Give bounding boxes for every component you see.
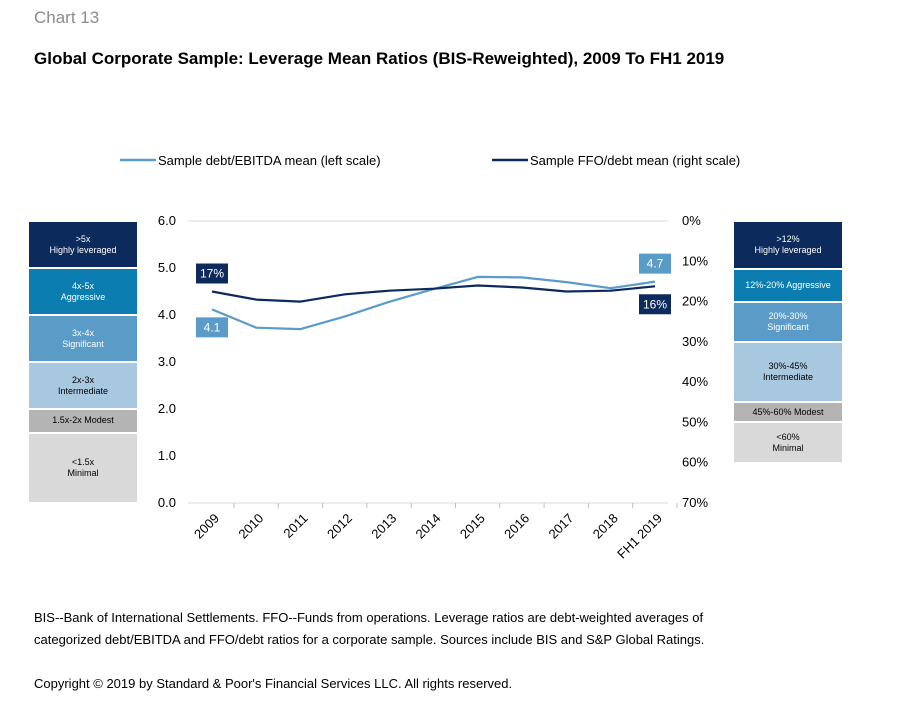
left-band-label: 3x-4x bbox=[71, 327, 94, 338]
left-band-label: Aggressive bbox=[60, 291, 106, 302]
x-axis-tick-label: FH1 2019 bbox=[614, 511, 665, 562]
x-axis-tick-label: 2014 bbox=[413, 511, 444, 542]
left-band: 2x-3x Intermediate bbox=[29, 363, 137, 408]
copyright: Copyright © 2019 by Standard & Poor's Fi… bbox=[34, 676, 513, 691]
data-label-box bbox=[639, 294, 671, 315]
data-label: 4.1 bbox=[204, 320, 221, 334]
x-axis-tick-label: 2009 bbox=[191, 511, 222, 542]
right-band: <60% Minimal bbox=[734, 423, 842, 462]
line-chart: 0.0 1.0 2.0 3.0 4.0 5.0 6.0 0% 10% 20% 30% 40% 50% 60… bbox=[120, 153, 740, 562]
x-axis-tick-label: 2015 bbox=[457, 511, 488, 542]
left-band-label: 2x-3x bbox=[71, 374, 94, 385]
right-band-label: 20%-30% bbox=[768, 310, 808, 321]
left-axis-tick-label: 0.0 bbox=[158, 495, 176, 510]
right-axis-tick-label: 50% bbox=[682, 414, 708, 429]
left-axis-tick-label: 5.0 bbox=[158, 260, 176, 275]
right-band-label: Intermediate bbox=[762, 372, 814, 383]
x-axis-tick-label: 2012 bbox=[324, 511, 355, 542]
data-label-box bbox=[196, 317, 228, 338]
footnote: BIS--Bank of International Settlements. … bbox=[34, 610, 705, 647]
right-axis-tick-label: 20% bbox=[682, 294, 708, 309]
ffo-debt-line bbox=[211, 284, 656, 303]
right-band-label: >12% bbox=[776, 234, 800, 245]
left-band-label: 4x-5x bbox=[71, 280, 94, 291]
left-axis-tick-label: 4.0 bbox=[158, 307, 176, 322]
right-band: 12%-20% Aggressive bbox=[734, 270, 842, 301]
right-band-label: 12%-20% Aggressive bbox=[745, 279, 831, 290]
x-axis-tick-label: 2013 bbox=[368, 511, 399, 542]
left-band: 4x-5x Aggressive bbox=[29, 269, 137, 314]
x-axis-tick-label: 2016 bbox=[501, 511, 532, 542]
left-band-label: 1.5x-2x Modest bbox=[52, 415, 114, 426]
left-band-label: Intermediate bbox=[57, 385, 109, 396]
left-band: 3x-4x Significant bbox=[29, 316, 137, 361]
x-axis-tick-label: 2010 bbox=[235, 511, 266, 542]
legend-label: Sample FFO/debt mean (right scale) bbox=[530, 153, 740, 168]
right-band-label: 45%-60% Modest bbox=[752, 406, 824, 417]
right-axis-tick-label: 10% bbox=[682, 253, 708, 268]
right-axis-tick-label: 30% bbox=[682, 334, 708, 349]
legend-label: Sample debt/EBITDA mean (left scale) bbox=[158, 153, 381, 168]
right-band-label: 30%-45% bbox=[768, 361, 808, 372]
right-band-label: <60% bbox=[776, 431, 800, 442]
left-axis-tick-label: 1.0 bbox=[158, 448, 176, 463]
debt-ebitda-line bbox=[211, 275, 656, 331]
chart-label: Chart 13 bbox=[34, 8, 100, 27]
right-band-label: Highly leveraged bbox=[754, 245, 822, 256]
right-band-label: Significant bbox=[767, 321, 809, 332]
left-band: <1.5x Minimal bbox=[29, 433, 137, 502]
left-axis-tick-label: 3.0 bbox=[158, 354, 176, 369]
right-band-label: Minimal bbox=[772, 442, 804, 453]
left-band-label: Minimal bbox=[67, 467, 99, 478]
left-band-label: <1.5x bbox=[71, 456, 95, 467]
left-band: 1.5x-2x Modest bbox=[29, 410, 137, 432]
right-band: 30%-45% Intermediate bbox=[734, 342, 842, 402]
x-axis-tick-label: 2018 bbox=[590, 511, 621, 542]
chart-title: Global Corporate Sample: Leverage Mean R… bbox=[34, 49, 725, 68]
right-axis-tick-label: 0% bbox=[682, 213, 701, 228]
right-axis-tick-label: 70% bbox=[682, 495, 708, 510]
data-label-box bbox=[196, 263, 228, 284]
right-band: 45%-60% Modest bbox=[734, 403, 842, 422]
data-label: 17% bbox=[200, 267, 224, 281]
left-band-label: >5x bbox=[75, 233, 91, 244]
right-axis-tick-label: 60% bbox=[682, 455, 708, 470]
left-band-label: Significant bbox=[62, 338, 104, 349]
left-band-label: Highly leveraged bbox=[49, 244, 117, 255]
right-axis-tick-label: 40% bbox=[682, 374, 708, 389]
left-axis-tick-label: 2.0 bbox=[158, 401, 176, 416]
x-axis-tick-label: 2017 bbox=[545, 511, 576, 542]
data-label: 4.7 bbox=[647, 257, 664, 271]
left-axis-tick-label: 6.0 bbox=[158, 213, 176, 228]
x-axis-tick-label: 2011 bbox=[280, 511, 310, 541]
right-band: 20%-30% Significant bbox=[734, 302, 842, 341]
data-label-box bbox=[639, 253, 671, 274]
data-label: 16% bbox=[643, 297, 667, 311]
left-band: >5x Highly leveraged bbox=[29, 222, 137, 267]
right-band: >12% Highly leveraged bbox=[734, 222, 842, 269]
